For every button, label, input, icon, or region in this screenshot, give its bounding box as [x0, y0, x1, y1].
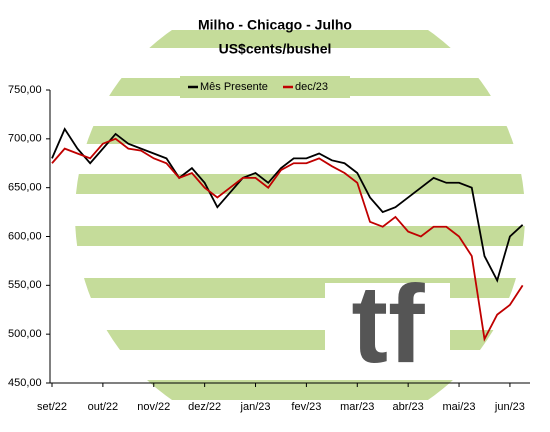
x-tick-label: fev/23 [291, 401, 321, 413]
chart-subtitle: US$cents/bushel [219, 41, 332, 57]
y-tick-label: 500,00 [8, 328, 42, 340]
x-tick-label: mai/23 [443, 401, 476, 413]
x-tick-label: dez/22 [188, 401, 221, 413]
logo-text: tf [351, 263, 425, 386]
x-tick-label: set/22 [37, 401, 67, 413]
y-tick-label: 550,00 [8, 279, 42, 291]
series-line [51, 137, 524, 342]
legend-label: Mês Presente [200, 81, 268, 93]
y-tick-label: 450,00 [8, 377, 42, 389]
x-tick-label: out/22 [88, 401, 119, 413]
chart-title: Milho - Chicago - Julho [198, 17, 352, 33]
legend-label: dec/23 [295, 81, 328, 93]
logo: tf [325, 263, 450, 386]
x-tick-label: nov/22 [137, 401, 170, 413]
legend [180, 76, 350, 98]
y-tick-label: 700,00 [8, 133, 42, 145]
x-tick-label: jun/23 [494, 401, 525, 413]
y-tick-label: 650,00 [8, 182, 42, 194]
x-tick-label: mar/23 [340, 401, 374, 413]
y-tick-label: 750,00 [8, 84, 42, 96]
y-tick-label: 600,00 [8, 230, 42, 242]
x-tick-label: jan/23 [240, 401, 271, 413]
series-line [51, 127, 524, 283]
x-tick-label: abr/23 [393, 401, 424, 413]
